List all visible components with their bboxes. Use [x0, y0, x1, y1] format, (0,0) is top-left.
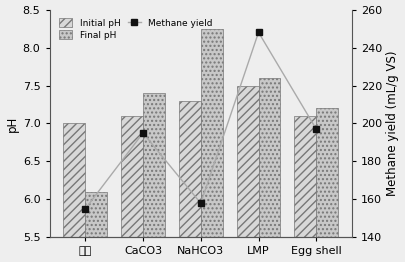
Bar — [179, 101, 201, 262]
Bar — [294, 116, 316, 262]
Bar — [85, 192, 107, 262]
Bar — [316, 108, 338, 262]
Bar — [258, 78, 281, 262]
Bar — [143, 93, 165, 262]
Y-axis label: pH: pH — [6, 115, 19, 132]
Legend: Initial pH, Final pH, Methane yield: Initial pH, Final pH, Methane yield — [57, 16, 215, 42]
Bar — [121, 116, 143, 262]
Bar — [201, 29, 223, 262]
Bar — [63, 123, 85, 262]
Y-axis label: Methane yield (mL/g VS): Methane yield (mL/g VS) — [386, 51, 399, 196]
Bar — [237, 85, 258, 262]
